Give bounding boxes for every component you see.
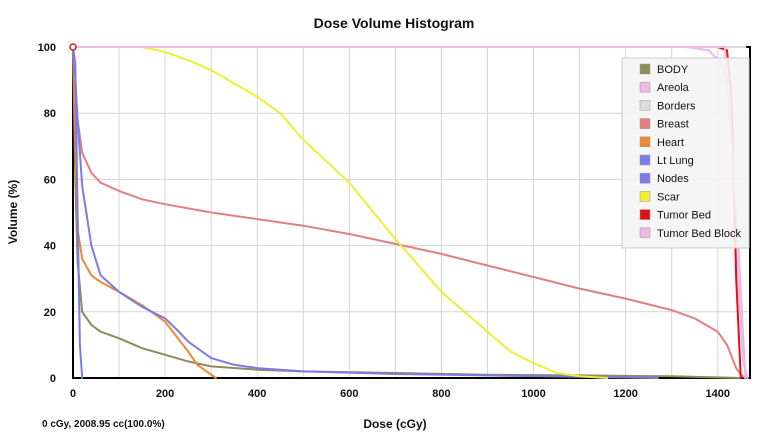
x-tick-label: 1200: [613, 388, 637, 400]
legend-swatch-borders[interactable]: [639, 100, 651, 111]
x-tick-label: 400: [248, 388, 266, 400]
legend-label-nodes[interactable]: Nodes: [657, 173, 689, 185]
legend: BODY Areola Borders Breast Heart Lt Lung Nodes…: [621, 57, 750, 249]
legend-label-borders[interactable]: Borders: [657, 100, 696, 112]
x-tick-label: 0: [70, 388, 76, 400]
legend-swatch-heart[interactable]: [639, 136, 651, 148]
legend-swatch-scar[interactable]: [639, 191, 651, 202]
series-line-lt-lung[interactable]: [72, 46, 659, 379]
legend-label-tumor-bed-block[interactable]: Tumor Bed Block: [657, 228, 741, 240]
series-line-scar[interactable]: [72, 46, 609, 379]
y-tick-label: 80: [44, 108, 56, 120]
x-tick-label: 1000: [521, 388, 545, 400]
legend-label-tumor-bed[interactable]: Tumor Bed: [657, 210, 711, 222]
x-tick-label: 600: [340, 388, 358, 400]
y-tick-label: 20: [44, 307, 56, 319]
status-readout: 0 cGy, 2008.95 cc(100.0%): [42, 419, 165, 430]
legend-label-scar[interactable]: Scar: [657, 191, 680, 203]
y-tick-label: 40: [44, 241, 56, 253]
x-axis-ticks: 0 200 400 600 800 1000 1200 1400: [70, 388, 730, 400]
legend-swatch-breast[interactable]: [639, 118, 651, 129]
y-axis-ticks: 0 20 40 60 80 100: [38, 42, 56, 385]
x-tick-label: 200: [156, 388, 174, 400]
legend-swatch-lt-lung[interactable]: [639, 154, 651, 166]
y-axis-label: Volume (%): [6, 180, 20, 244]
x-axis-label: Dose (cGy): [363, 417, 426, 431]
series-line-nodes[interactable]: [72, 46, 84, 379]
legend-swatch-tumor-bed[interactable]: [639, 209, 651, 220]
y-tick-label: 60: [44, 174, 56, 186]
series-line-breast[interactable]: [72, 46, 747, 379]
legend-swatch-body[interactable]: [639, 63, 651, 75]
x-tick-label: 1400: [706, 388, 730, 400]
legend-label-heart[interactable]: Heart: [657, 137, 684, 149]
y-tick-label: 100: [38, 42, 56, 54]
legend-label-lt-lung[interactable]: Lt Lung: [657, 155, 694, 167]
y-tick-label: 0: [50, 373, 56, 385]
cursor-marker[interactable]: [69, 43, 77, 51]
legend-label-areola[interactable]: Areola: [657, 82, 690, 94]
x-tick-label: 800: [432, 388, 450, 400]
legend-swatch-nodes[interactable]: [639, 172, 651, 184]
legend-label-breast[interactable]: Breast: [657, 119, 689, 131]
legend-swatch-tumor-bed-block[interactable]: [639, 227, 651, 239]
chart-title: Dose Volume Histogram: [314, 15, 475, 31]
legend-label-body[interactable]: BODY: [657, 64, 689, 76]
legend-swatch-areola[interactable]: [639, 81, 651, 93]
